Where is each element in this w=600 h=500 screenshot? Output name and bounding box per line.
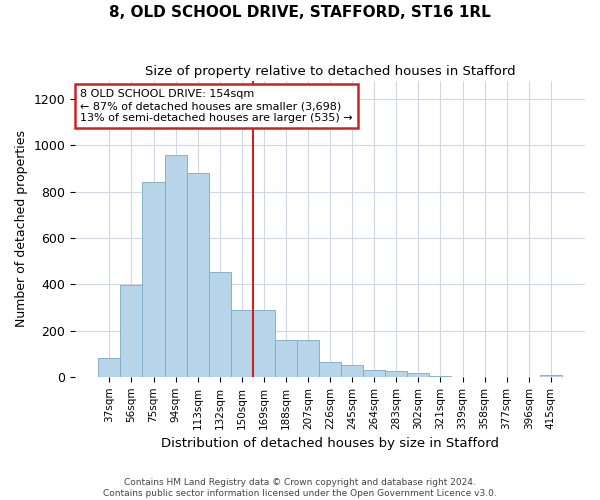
Bar (297, 340, 319, 377)
Bar (121, 286, 142, 377)
Bar (209, 272, 231, 377)
Bar (164, 154, 187, 377)
Bar (231, 310, 253, 377)
Bar (385, 371, 407, 377)
Title: Size of property relative to detached houses in Stafford: Size of property relative to detached ho… (145, 65, 515, 78)
Bar (540, 375, 562, 377)
Bar (142, 182, 164, 377)
Bar (319, 362, 341, 377)
Text: 8, OLD SCHOOL DRIVE, STAFFORD, ST16 1RL: 8, OLD SCHOOL DRIVE, STAFFORD, ST16 1RL (109, 5, 491, 20)
Bar (253, 310, 275, 377)
Bar (275, 340, 297, 377)
Bar (407, 372, 430, 377)
Bar (98, 358, 121, 377)
X-axis label: Distribution of detached houses by size in Stafford: Distribution of detached houses by size … (161, 437, 499, 450)
Bar (363, 370, 385, 377)
Bar (341, 365, 363, 377)
Text: Contains HM Land Registry data © Crown copyright and database right 2024.
Contai: Contains HM Land Registry data © Crown c… (103, 478, 497, 498)
Text: 8 OLD SCHOOL DRIVE: 154sqm
← 87% of detached houses are smaller (3,698)
13% of s: 8 OLD SCHOOL DRIVE: 154sqm ← 87% of deta… (80, 90, 353, 122)
Bar (430, 376, 451, 377)
Bar (187, 173, 209, 377)
Y-axis label: Number of detached properties: Number of detached properties (15, 130, 28, 327)
